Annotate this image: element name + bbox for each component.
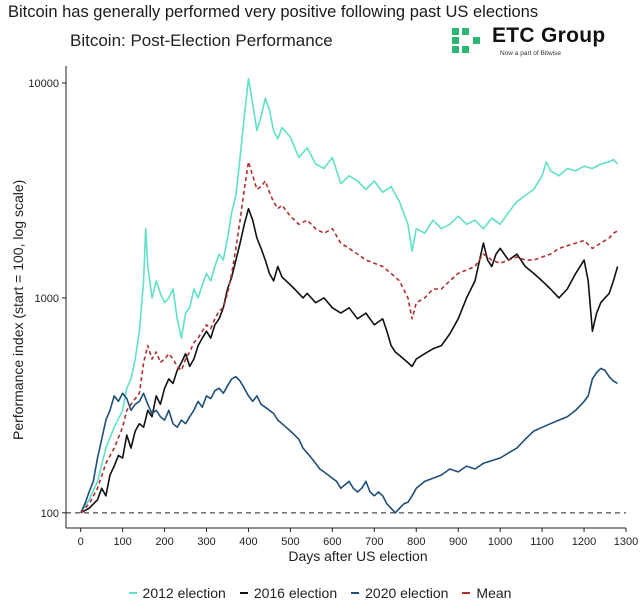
headline: Bitcoin has generally performed very pos… xyxy=(8,3,539,21)
legend-label: Mean xyxy=(476,585,512,601)
series-line-2012-election xyxy=(80,77,619,514)
legend-item: 2016 election xyxy=(239,585,338,601)
x-tick-label: 400 xyxy=(239,536,257,548)
chart-title: Bitcoin: Post-Election Performance xyxy=(70,31,333,50)
x-tick-label: 100 xyxy=(113,536,131,548)
x-tick-label: 900 xyxy=(449,536,467,548)
x-tick-label: 1200 xyxy=(572,536,596,548)
legend-swatch xyxy=(351,592,360,594)
x-tick-label: 600 xyxy=(323,536,341,548)
brand-tagline: Now a part of Bitwise xyxy=(500,50,562,57)
legend-swatch xyxy=(462,592,471,594)
x-tick-label: 1300 xyxy=(614,536,638,548)
x-tick-label: 800 xyxy=(407,536,425,548)
y-tick-label: 10000 xyxy=(28,78,59,90)
brand-name: ETC Group xyxy=(492,24,606,47)
x-tick-label: 200 xyxy=(155,536,173,548)
brand-logo: ETC Group Now a part of Bitwise xyxy=(452,24,632,64)
legend-swatch xyxy=(239,592,248,594)
legend-swatch xyxy=(128,592,137,594)
x-tick-label: 500 xyxy=(281,536,299,548)
legend-item: Mean xyxy=(462,585,511,601)
legend-label: 2020 election xyxy=(365,585,449,601)
x-axis-label: Days after US election xyxy=(288,548,428,564)
series-line-2020-election xyxy=(79,367,618,514)
legend-item: 2012 election xyxy=(128,585,226,601)
series-line-2016-election xyxy=(80,207,619,514)
x-tick-label: 700 xyxy=(365,536,383,548)
series-line-mean xyxy=(80,161,618,514)
x-tick-label: 1100 xyxy=(530,536,554,548)
legend-label: 2012 election xyxy=(142,585,226,601)
y-tick-label: 1000 xyxy=(35,293,59,305)
etc-group-logo-icon xyxy=(452,28,480,53)
legend-item: 2020 election xyxy=(351,585,448,601)
legend-label: 2016 election xyxy=(253,585,338,601)
x-tick-label: 0 xyxy=(78,536,84,548)
legend: 2012 election 2016 election 2020 election M… xyxy=(0,585,640,601)
x-tick-label: 1000 xyxy=(488,536,512,548)
y-tick-label: 100 xyxy=(41,508,59,520)
x-tick-label: 300 xyxy=(197,536,215,548)
